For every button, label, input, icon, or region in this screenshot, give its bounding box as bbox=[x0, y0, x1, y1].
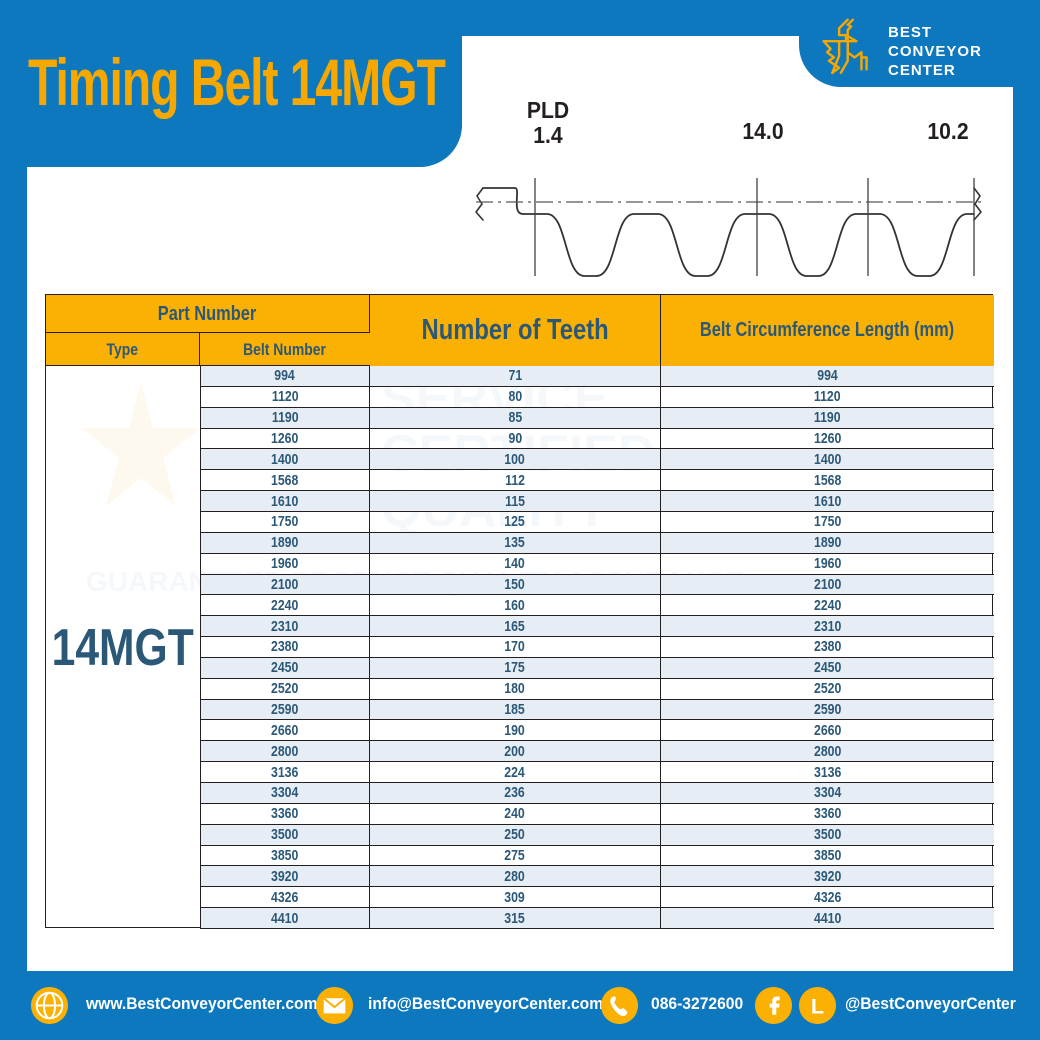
svg-text:L: L bbox=[811, 994, 824, 1019]
